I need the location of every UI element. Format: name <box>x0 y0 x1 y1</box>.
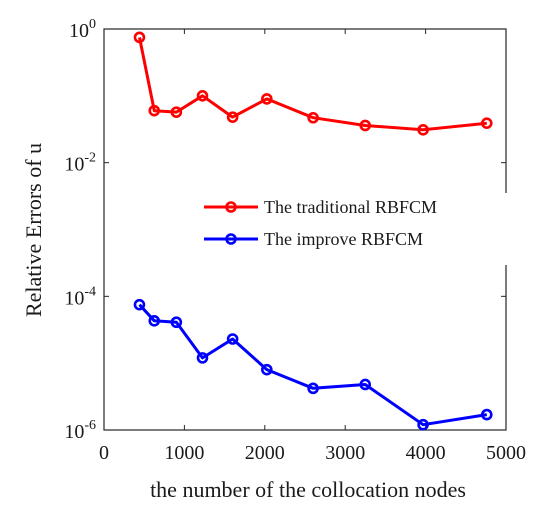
y-tick-base: 10 <box>64 287 84 309</box>
y-tick-label: 10-6 <box>64 418 96 443</box>
data-point-marker <box>133 298 146 311</box>
data-point-marker <box>261 363 273 376</box>
y-tick-label: 10-4 <box>64 284 96 309</box>
y-tick-base: 10 <box>64 421 84 443</box>
data-point-marker <box>261 93 273 105</box>
data-point-marker <box>480 408 493 421</box>
y-tick-exponent: 0 <box>89 17 96 32</box>
x-tick-label: 2000 <box>245 442 285 464</box>
data-point-marker <box>307 111 319 124</box>
y-tick-exponent: -2 <box>84 151 96 166</box>
x-tick-label: 1000 <box>164 442 204 464</box>
x-tick-label: 5000 <box>486 442 526 464</box>
data-point-marker <box>226 111 239 123</box>
y-tick-label: 100 <box>69 17 96 42</box>
data-point-marker <box>417 124 429 136</box>
series-line-0 <box>138 37 487 132</box>
data-point-marker <box>359 378 372 391</box>
data-point-marker <box>196 352 209 364</box>
series-line-1 <box>138 303 488 427</box>
legend: The traditional RBFCM The improve RBFCM <box>204 197 437 249</box>
data-point-marker <box>196 90 209 102</box>
y-tick-exponent: -4 <box>84 284 96 299</box>
data-point-marker <box>226 333 239 345</box>
data-point-marker <box>417 418 429 431</box>
y-tick-base: 10 <box>64 154 84 176</box>
data-point-marker <box>170 106 183 118</box>
x-axis-title: the number of the collocation nodes <box>150 477 466 502</box>
y-tick-exponent: -6 <box>84 418 96 433</box>
y-tick-base: 10 <box>69 20 89 42</box>
data-point-marker <box>307 382 319 395</box>
y-tick-label: 10-2 <box>64 151 96 176</box>
legend-label: The improve RBFCM <box>264 229 423 249</box>
x-tick-label: 0 <box>99 442 109 464</box>
data-point-marker <box>148 315 161 327</box>
x-tick-label: 4000 <box>406 442 446 464</box>
x-tick-label: 3000 <box>325 442 365 464</box>
series-layer <box>133 31 493 431</box>
data-point-marker <box>480 117 493 129</box>
data-point-marker <box>170 316 183 329</box>
legend-label: The traditional RBFCM <box>264 197 437 217</box>
legend-marker <box>225 201 237 213</box>
data-point-marker <box>148 104 161 117</box>
data-point-marker <box>133 31 146 44</box>
legend-background <box>194 193 514 265</box>
legend-marker <box>225 233 237 245</box>
y-axis-title: Relative Errors of u <box>21 143 46 317</box>
data-point-marker <box>359 119 372 132</box>
